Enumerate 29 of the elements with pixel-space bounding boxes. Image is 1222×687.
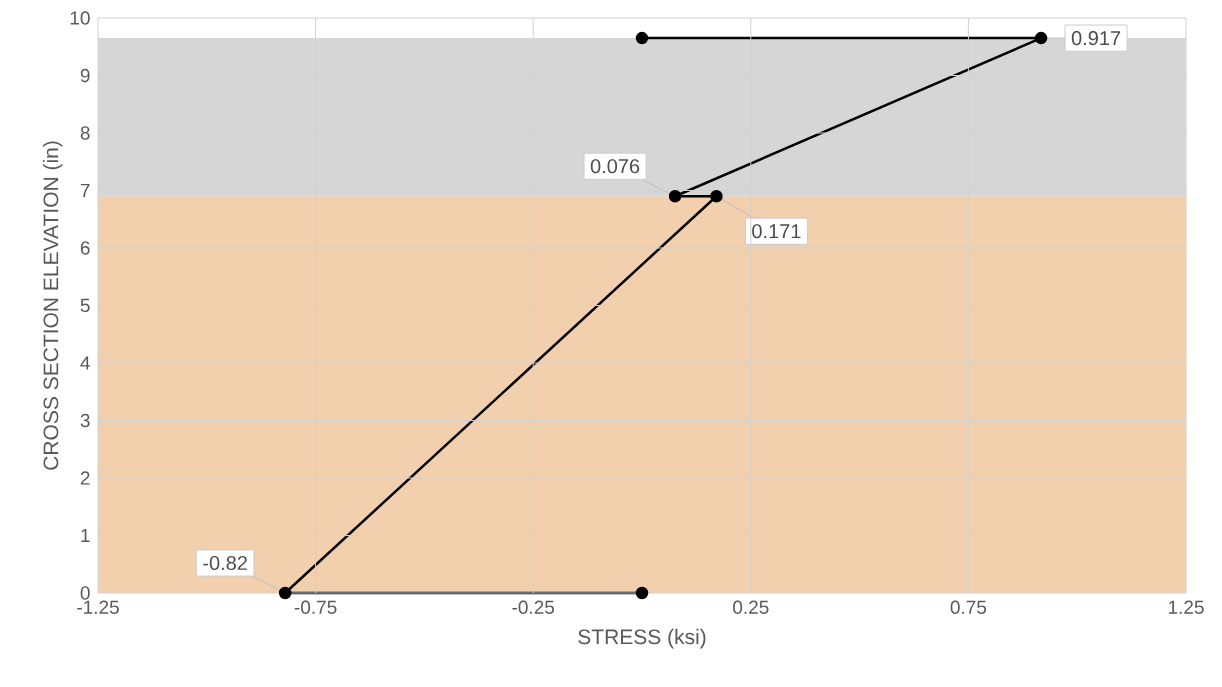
x-tick-label: -1.25 [77, 600, 119, 614]
y-tick-label: 6 [80, 241, 90, 255]
x-tick-label: 0.75 [950, 600, 987, 614]
x-tick-label: 0.25 [733, 600, 769, 614]
annotation: 0.171 [752, 224, 801, 239]
y-tick-label: 4 [80, 356, 90, 370]
y-tick-label: 2 [80, 471, 90, 485]
y-tick-label: 9 [80, 68, 90, 83]
y-tick-label: 7 [80, 183, 90, 198]
y-tick-label: 10 [70, 11, 90, 25]
y-axis-title: CROSS SECTION ELEVATION (in) [42, 141, 63, 470]
y-tick-label: 3 [80, 413, 90, 428]
x-tick-label: -0.75 [294, 600, 337, 614]
point [635, 31, 649, 45]
y-tick-label: 5 [80, 298, 90, 313]
point [635, 586, 649, 600]
y-tick-label: 0 [80, 586, 90, 600]
y-tick-label: 1 [81, 528, 90, 543]
point [710, 189, 723, 203]
point [278, 586, 292, 600]
annotation: 0.076 [590, 159, 640, 174]
annotation: 0.917 [1071, 31, 1121, 46]
point [1034, 31, 1048, 45]
x-tick-label: 1.25 [1168, 600, 1204, 614]
y-tick-label: 8 [80, 126, 90, 140]
x-tick-label: -0.25 [512, 600, 555, 614]
annotation: -0.82 [203, 555, 247, 571]
x-axis-title: STRESS (ksi) [578, 628, 706, 649]
point [668, 189, 682, 203]
